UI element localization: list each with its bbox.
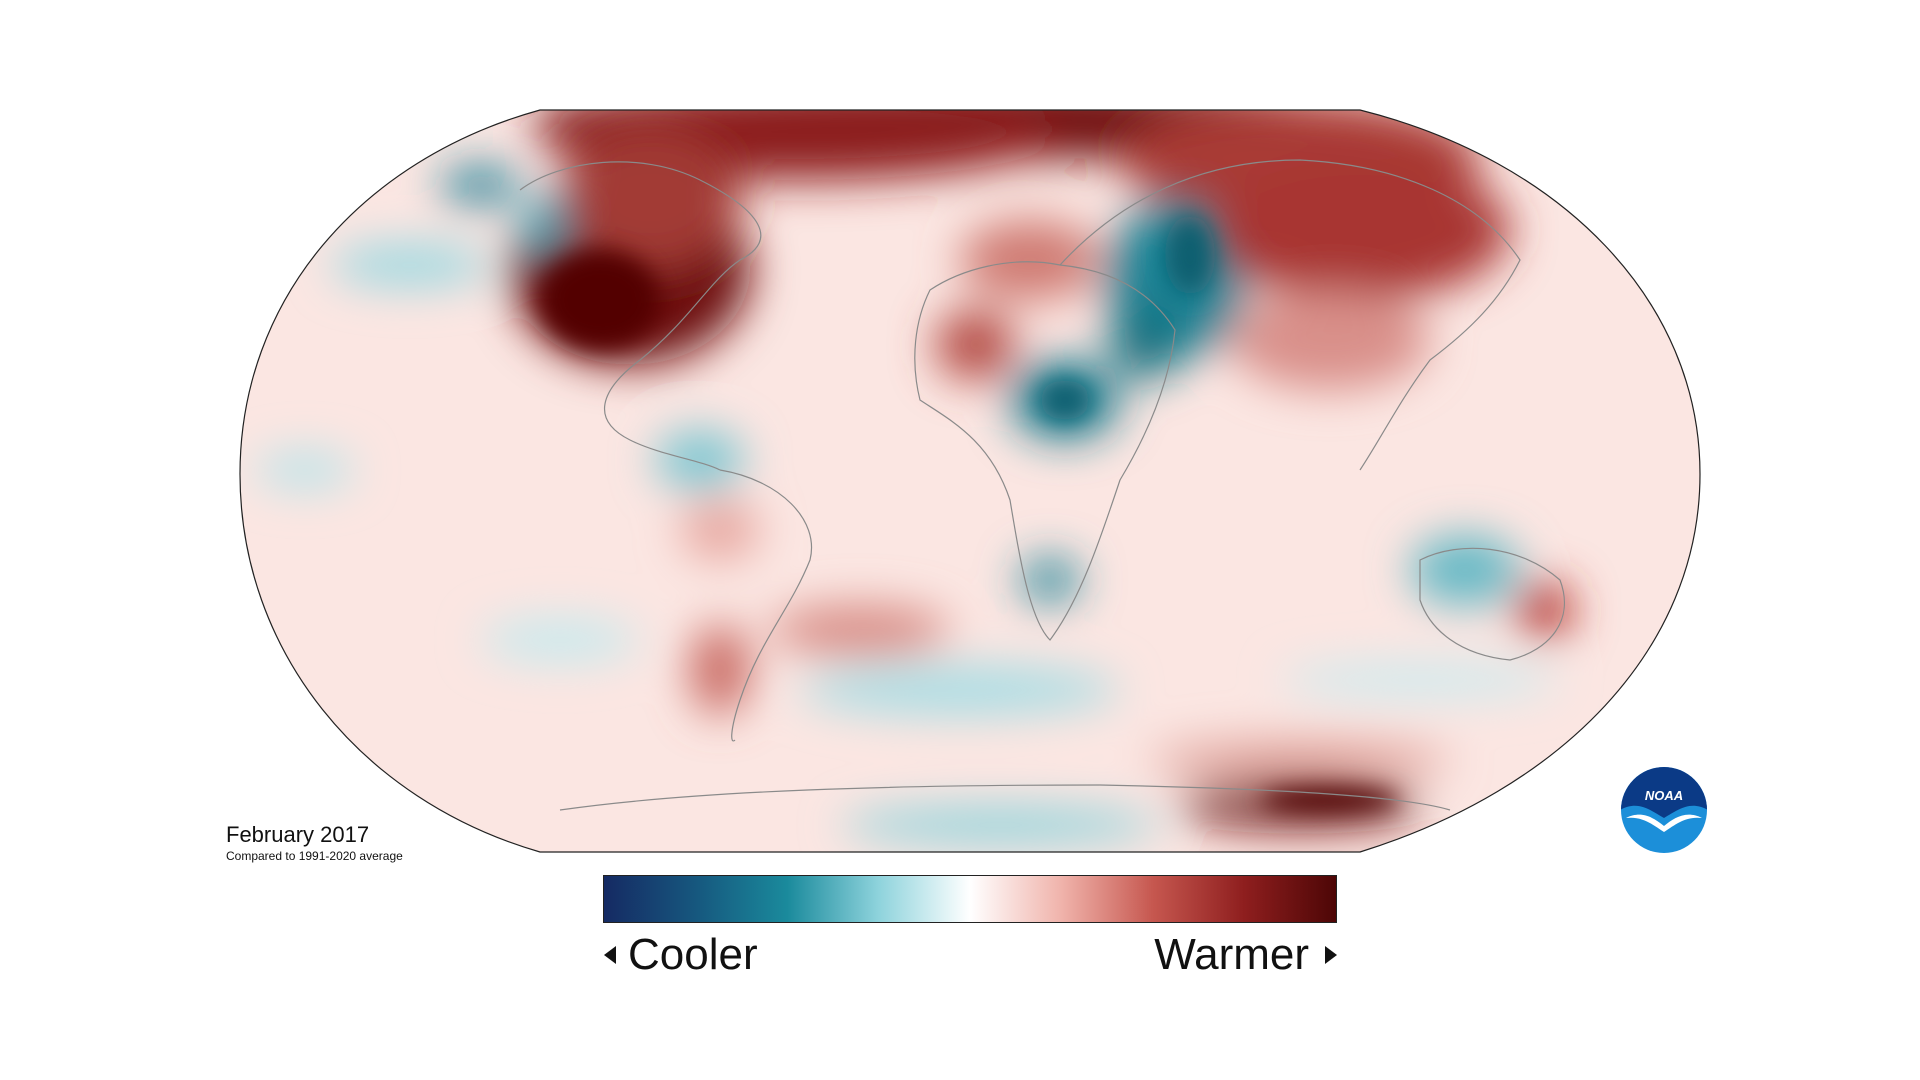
right-arrow-icon: [1325, 946, 1337, 964]
logo-text: NOAA: [1645, 788, 1683, 803]
color-scale-bar: [603, 875, 1337, 923]
date-label: February 2017: [226, 822, 370, 847]
warmer-label: Warmer: [1154, 930, 1309, 979]
baseline-label: Compared to 1991-2020 average: [226, 849, 403, 863]
legend-warmer: Warmer: [1154, 930, 1337, 980]
noaa-logo: NOAA: [1620, 766, 1708, 854]
left-arrow-icon: [604, 946, 616, 964]
coastlines: [519, 159, 1565, 811]
anomaly-field: [240, 110, 1700, 852]
cooler-label: Cooler: [628, 930, 758, 979]
map-border: [239, 109, 1701, 853]
legend-cooler: Cooler: [604, 930, 758, 980]
